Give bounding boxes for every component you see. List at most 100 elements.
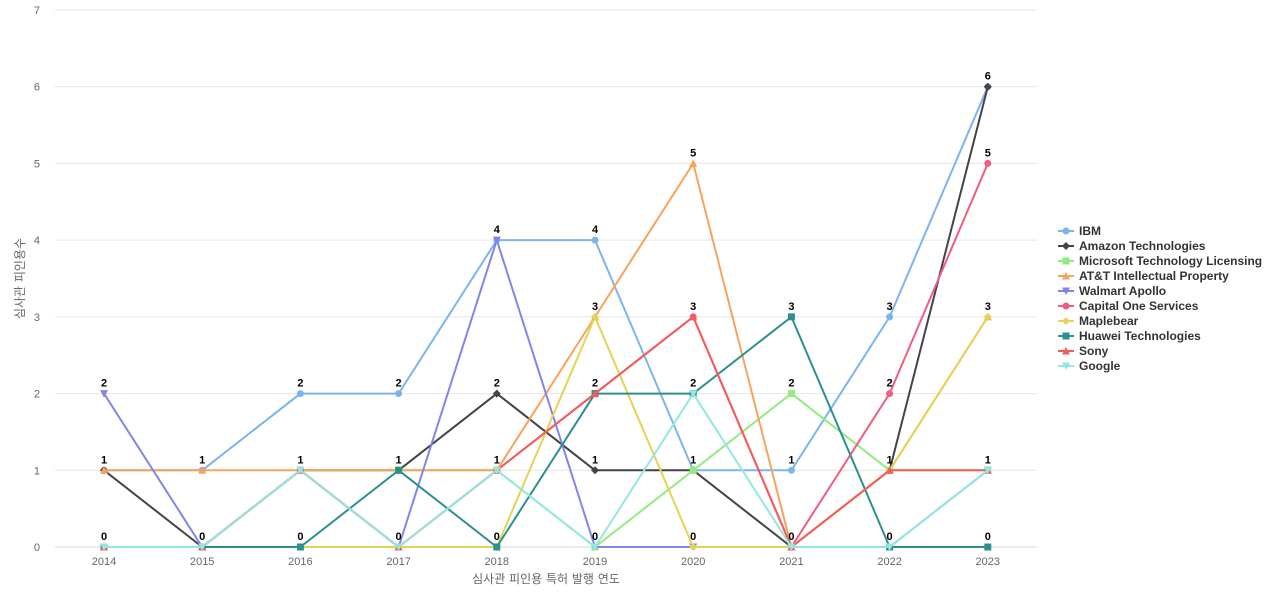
x-tick-label: 2019 bbox=[583, 556, 607, 568]
legend-item[interactable]: Huawei Technologies bbox=[1058, 329, 1201, 343]
data-point bbox=[100, 466, 108, 474]
data-label: 1 bbox=[690, 454, 696, 466]
data-point bbox=[787, 313, 795, 321]
data-label: 0 bbox=[494, 531, 500, 543]
x-axis-title: 심사관 피인용 특허 발행 연도 bbox=[472, 571, 620, 586]
data-point bbox=[984, 159, 992, 167]
legend-item[interactable]: Google bbox=[1058, 359, 1121, 373]
x-tick-label: 2014 bbox=[92, 556, 116, 568]
data-point bbox=[492, 389, 501, 398]
legend-marker bbox=[1062, 272, 1070, 280]
data-point bbox=[885, 543, 894, 551]
data-label: 1 bbox=[396, 454, 402, 466]
x-tick-label: 2016 bbox=[288, 556, 312, 568]
data-label: 2 bbox=[494, 378, 500, 390]
data-label: 5 bbox=[690, 147, 696, 159]
legend-label: Microsoft Technology Licensing bbox=[1079, 254, 1262, 268]
data-point bbox=[395, 466, 403, 474]
y-axis-title: 심사관 피인용수 bbox=[13, 238, 27, 319]
data-label: 1 bbox=[101, 454, 107, 466]
data-label: 2 bbox=[592, 378, 598, 390]
x-tick-label: 2015 bbox=[190, 556, 214, 568]
data-point bbox=[689, 390, 698, 398]
data-point bbox=[198, 543, 207, 551]
legend-item[interactable]: Maplebear bbox=[1058, 314, 1139, 328]
data-label: 2 bbox=[297, 378, 303, 390]
legend-item[interactable]: Amazon Technologies bbox=[1058, 239, 1206, 253]
data-label: 1 bbox=[297, 454, 303, 466]
legend-marker bbox=[1062, 317, 1070, 325]
data-label: 0 bbox=[887, 531, 893, 543]
data-point bbox=[492, 236, 501, 245]
legend-item[interactable]: IBM bbox=[1058, 224, 1101, 238]
data-label: 2 bbox=[887, 378, 893, 390]
legend-label: Capital One Services bbox=[1079, 299, 1199, 313]
y-tick-label: 2 bbox=[34, 389, 40, 401]
data-label: 0 bbox=[199, 531, 205, 543]
series-at-t-intellectual-property bbox=[100, 159, 992, 551]
y-tick-label: 7 bbox=[34, 5, 40, 17]
data-label: 3 bbox=[690, 301, 696, 313]
legend-item[interactable]: Microsoft Technology Licensing bbox=[1058, 254, 1262, 268]
legend-label: Amazon Technologies bbox=[1079, 239, 1206, 253]
data-point bbox=[787, 466, 795, 474]
series-sony bbox=[100, 312, 992, 551]
series-line bbox=[104, 315, 988, 548]
series-google bbox=[100, 390, 992, 551]
data-point bbox=[689, 312, 698, 321]
series-line bbox=[104, 86, 989, 472]
data-point bbox=[787, 390, 795, 398]
legend-label: Maplebear bbox=[1079, 314, 1139, 328]
data-label: 0 bbox=[592, 531, 598, 543]
data-point bbox=[100, 390, 108, 398]
data-label: 1 bbox=[788, 454, 794, 466]
data-label: 2 bbox=[396, 378, 402, 390]
data-point bbox=[492, 466, 501, 475]
series-ibm bbox=[100, 83, 992, 474]
data-point bbox=[886, 313, 894, 321]
legend-label: IBM bbox=[1079, 224, 1101, 238]
x-tick-label: 2023 bbox=[976, 556, 1000, 568]
legend-item[interactable]: AT&T Intellectual Property bbox=[1058, 269, 1229, 283]
data-point bbox=[886, 390, 894, 398]
data-point bbox=[296, 466, 305, 475]
data-label: 0 bbox=[396, 531, 402, 543]
data-point bbox=[296, 543, 304, 551]
series-line bbox=[104, 162, 989, 548]
data-label: 2 bbox=[788, 378, 794, 390]
legend-marker bbox=[1062, 287, 1070, 295]
y-tick-label: 3 bbox=[34, 312, 40, 324]
legend-item[interactable]: Walmart Apollo bbox=[1058, 284, 1166, 298]
y-tick-label: 4 bbox=[34, 235, 40, 247]
data-label: 3 bbox=[887, 301, 893, 313]
data-point bbox=[395, 390, 403, 398]
legend-item[interactable]: Sony bbox=[1058, 344, 1109, 358]
data-point bbox=[983, 312, 992, 321]
x-tick-label: 2020 bbox=[681, 556, 705, 568]
data-point bbox=[689, 159, 698, 167]
data-label: 0 bbox=[297, 531, 303, 543]
data-label: 4 bbox=[592, 224, 599, 236]
series-line bbox=[104, 392, 989, 548]
series-capital-one-services bbox=[100, 159, 992, 551]
data-point bbox=[885, 466, 894, 474]
legend-marker bbox=[1062, 227, 1070, 235]
data-label: 5 bbox=[985, 147, 991, 159]
data-label: 2 bbox=[690, 378, 696, 390]
data-point bbox=[983, 82, 992, 91]
data-point bbox=[100, 543, 108, 551]
legend-item[interactable]: Capital One Services bbox=[1058, 299, 1199, 313]
data-labels: 2 1 2 2 4 4 5 3 3 6 1 1 1 2 3 3 2 2 5 1 2 2 1 1 3 1 1 1 0 0 0 0 0 0 0 0 0 0 bbox=[101, 71, 991, 543]
x-tick-label: 2017 bbox=[386, 556, 410, 568]
data-point bbox=[591, 236, 599, 244]
data-label: 1 bbox=[887, 454, 893, 466]
data-label: 6 bbox=[985, 71, 991, 83]
data-point bbox=[591, 543, 599, 551]
series-line bbox=[104, 315, 988, 548]
data-label: 0 bbox=[101, 531, 107, 543]
legend-label: Sony bbox=[1079, 344, 1109, 358]
y-tick-label: 0 bbox=[34, 542, 40, 554]
legend-label: Walmart Apollo bbox=[1079, 284, 1166, 298]
